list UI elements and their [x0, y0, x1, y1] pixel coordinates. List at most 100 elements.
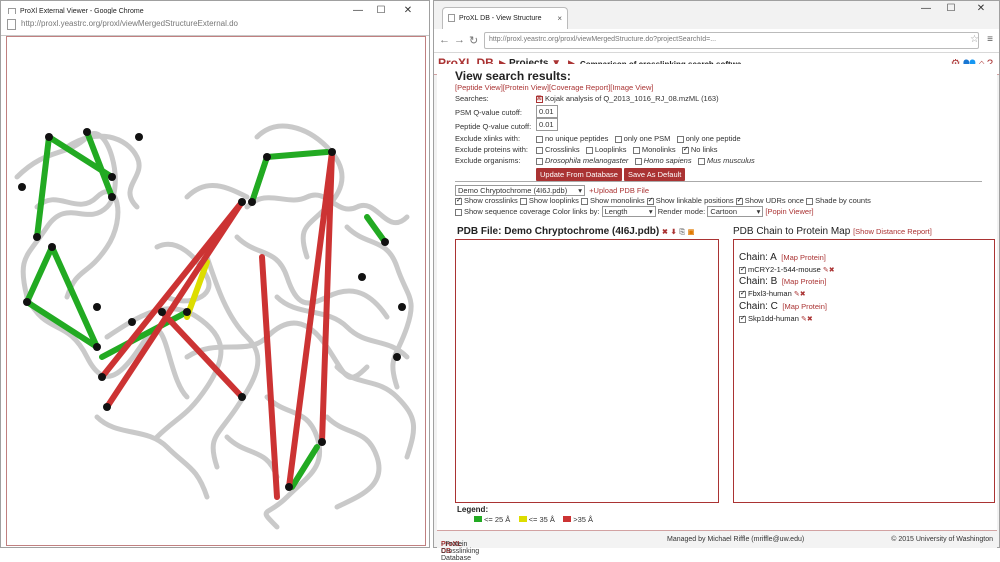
edit-icon[interactable]: ✎: [793, 291, 800, 298]
option-label: Mus musculus: [706, 156, 755, 165]
download-icon[interactable]: ⬇: [670, 229, 677, 236]
option-label: Monolinks: [641, 145, 676, 154]
crosslink-red: [104, 199, 245, 410]
save-as-default-button[interactable]: Save As Default: [624, 168, 686, 181]
tab-close-icon[interactable]: ×: [557, 14, 562, 23]
mus-musculus-checkbox[interactable]: [697, 157, 705, 165]
psm-cutoff-input[interactable]: 0.01: [536, 105, 558, 118]
map-protein-link[interactable]: [Map Protein]: [781, 253, 826, 262]
omnibox[interactable]: http://proxl.yeastrc.org/proxl/viewMerge…: [484, 32, 979, 49]
close-button[interactable]: ✕: [403, 5, 413, 16]
update-from-database-button[interactable]: Update From Database: [536, 168, 622, 181]
upload-pdb-link[interactable]: +Upload PDB File: [589, 186, 649, 195]
option-label: Show sequence coverage: [464, 207, 551, 216]
show-crosslinks-checkbox[interactable]: [455, 196, 462, 205]
show-looplinks-checkbox[interactable]: [519, 197, 527, 205]
tab-page-icon: [448, 14, 455, 22]
coverage-report-link[interactable]: [Coverage Report]: [548, 83, 611, 92]
remove-search-icon[interactable]: [536, 94, 543, 103]
address-bar[interactable]: http://proxl.yeastrc.org/proxl/viewMerge…: [1, 14, 429, 36]
render-mode-select[interactable]: Cartoon ▾: [707, 206, 764, 217]
footer-managed-by[interactable]: Managed by Michael Riffle (mriffle@uw.ed…: [667, 536, 805, 543]
show-sequence-coverage-checkbox[interactable]: [455, 208, 462, 216]
reload-icon[interactable]: ↻: [469, 35, 479, 47]
crosslink-green: [364, 214, 388, 245]
external-viewer-window: ProXl External Viewer - Google Chrome — …: [0, 0, 430, 548]
back-icon[interactable]: ←: [439, 34, 450, 46]
crosslinks-checkbox[interactable]: [536, 146, 543, 154]
option-label: Show crosslinks: [464, 196, 518, 205]
remove-icon[interactable]: ✖: [828, 267, 835, 274]
popin-viewer-link[interactable]: [Popin Viewer]: [765, 207, 814, 216]
forward-icon[interactable]: →: [454, 34, 465, 46]
show-udrs-once-checkbox[interactable]: [735, 196, 743, 205]
image-view-link[interactable]: [Image View]: [610, 83, 654, 92]
exclude-proteins-options: Crosslinks Looplinks Monolinks No links: [536, 145, 718, 154]
peptide-cutoff-input[interactable]: 0.01: [536, 118, 558, 131]
page-content: View search results: [Peptide View][Prot…: [437, 64, 997, 530]
chain-protein-row: Skp1dd-human ✎✖: [739, 314, 827, 323]
legend-label: >35 Å: [573, 515, 594, 524]
minimize-button[interactable]: —: [921, 3, 931, 14]
render-options: Show sequence coverage Color links by: L…: [455, 206, 814, 217]
edit-icon[interactable]: ✎: [800, 316, 807, 323]
search-entry: Kojak analysis of Q_2013_1016_RJ_08.mzML…: [536, 94, 719, 103]
menu-icon[interactable]: ≡: [987, 34, 993, 45]
tab-strip: ProXL DB - View Structure × — ☐ ✕: [434, 1, 999, 29]
url-text[interactable]: http://proxl.yeastrc.org/proxl/viewMerge…: [489, 36, 717, 43]
structure-viewer[interactable]: [6, 36, 426, 546]
show-monolinks-checkbox[interactable]: [581, 197, 588, 205]
map-protein-link[interactable]: [Map Protein]: [781, 277, 827, 286]
protein-structure-render[interactable]: [7, 37, 426, 546]
legend-title: Legend:: [457, 505, 489, 514]
projects-menu[interactable]: Projects ▼: [509, 58, 561, 69]
protein-checkbox[interactable]: [739, 265, 746, 274]
dropdown-arrow-icon: ▾: [578, 186, 582, 195]
page-icon: [7, 19, 16, 30]
map-protein-link[interactable]: [Map Protein]: [782, 302, 827, 311]
protein-view-link[interactable]: [Protein View]: [502, 83, 549, 92]
protein-checkbox[interactable]: [739, 289, 746, 298]
bookmark-star-icon[interactable]: ☆: [970, 34, 979, 45]
option-label: Homo sapiens: [643, 156, 692, 165]
option-label: Show linkable positions: [655, 196, 734, 205]
distance-report-link[interactable]: [Show Distance Report]: [853, 227, 932, 236]
peptide-view-link[interactable]: [Peptide View]: [455, 83, 503, 92]
dropdown-arrow-icon: ▾: [648, 207, 653, 216]
close-button[interactable]: ✕: [976, 3, 986, 14]
show-linkable-positions-checkbox[interactable]: [646, 196, 654, 205]
maximize-button[interactable]: ☐: [376, 5, 386, 16]
protein-checkbox[interactable]: [739, 314, 746, 323]
chain-map-panel: Chain: A [Map Protein] mCRY2-1-544-mouse…: [733, 239, 995, 503]
chain-label: Chain: A: [739, 252, 777, 263]
page-footer: ProXL DB - Protein Crosslinking Database…: [437, 530, 997, 562]
only-one-peptide-checkbox[interactable]: [676, 135, 684, 143]
looplinks-checkbox[interactable]: [585, 146, 593, 154]
homo-sapiens-checkbox[interactable]: [634, 157, 642, 165]
minimize-button[interactable]: —: [353, 5, 363, 16]
divider: [455, 181, 982, 182]
color-links-select[interactable]: Length ▾: [601, 206, 656, 217]
remove-icon[interactable]: ✖: [799, 291, 806, 298]
no-links-checkbox[interactable]: [681, 145, 689, 154]
export-icon[interactable]: ▣: [687, 229, 695, 236]
option-label: Crosslinks: [545, 145, 580, 154]
shade-by-counts-checkbox[interactable]: [806, 197, 814, 205]
only-one-psm-checkbox[interactable]: [614, 135, 622, 143]
caret-right-icon: ▶: [499, 58, 506, 68]
copy-icon[interactable]: ⎘: [679, 229, 685, 236]
psm-label: PSM Q-value cutoff:: [455, 108, 522, 117]
remove-icon[interactable]: ✖: [662, 229, 668, 236]
linked-residues: [18, 128, 406, 491]
protein-name: mCRY2-1-544-mouse: [748, 265, 821, 274]
maximize-button[interactable]: ☐: [946, 3, 956, 14]
pdb-file-select[interactable]: Demo Chryptochrome (4I6J.pdb) ▾: [455, 185, 585, 196]
monolinks-checkbox[interactable]: [632, 146, 640, 154]
url-text[interactable]: http://proxl.yeastrc.org/proxl/viewMerge…: [21, 19, 238, 28]
tab-view-structure[interactable]: ProXL DB - View Structure ×: [442, 7, 568, 29]
edit-icon[interactable]: ✎: [822, 267, 829, 274]
no-unique-peptides-checkbox[interactable]: [536, 135, 543, 143]
drosophila-checkbox[interactable]: [536, 157, 543, 165]
pdb-viewer-panel[interactable]: [455, 239, 719, 503]
remove-icon[interactable]: ✖: [806, 316, 813, 323]
